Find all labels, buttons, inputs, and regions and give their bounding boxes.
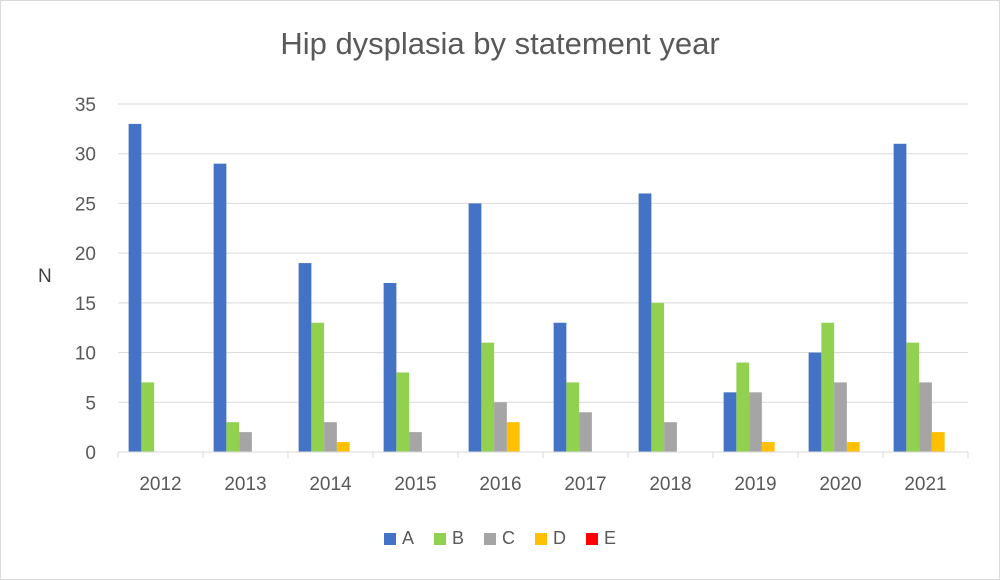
bar-B-2018 <box>651 302 665 452</box>
legend-label: C <box>502 528 515 548</box>
bar-C-2020 <box>834 382 847 452</box>
bar-A-2021 <box>893 143 907 452</box>
y-tick-label: 30 <box>75 145 96 166</box>
legend-item-C: C <box>484 528 515 549</box>
bar-A-2016 <box>468 203 482 452</box>
legend-item-A: A <box>383 528 414 549</box>
legend-swatch <box>586 532 598 545</box>
legend-item-D: D <box>535 528 566 549</box>
bar-D-2016 <box>506 422 520 452</box>
x-tick-label: 2014 <box>309 474 352 495</box>
bar-A-2015 <box>383 282 397 452</box>
bar-A-2018 <box>638 193 652 452</box>
legend-label: A <box>401 528 414 548</box>
bar-C-2017 <box>579 412 592 452</box>
bar-D-2020 <box>846 442 860 452</box>
bar-C-2015 <box>409 432 422 452</box>
bar-A-2019 <box>723 392 737 452</box>
bar-D-2014 <box>336 442 350 452</box>
bar-B-2013 <box>226 422 240 452</box>
bar-B-2017 <box>566 382 580 452</box>
bar-C-2019 <box>749 392 762 452</box>
bar-B-2015 <box>396 372 410 452</box>
bar-B-2012 <box>141 382 155 452</box>
x-tick-label: 2015 <box>394 474 436 495</box>
bar-D-2021 <box>931 432 945 452</box>
bar-A-2012 <box>128 123 142 452</box>
x-tick-label: 2021 <box>904 474 946 495</box>
y-tick-label: 0 <box>85 443 96 464</box>
bar-D-2019 <box>761 442 775 452</box>
legend-item-E: E <box>586 528 616 549</box>
bar-C-2013 <box>239 432 252 452</box>
legend-swatch <box>535 532 547 545</box>
legend-swatch <box>383 532 396 545</box>
bars <box>128 123 945 452</box>
x-tick-label: 2016 <box>479 474 521 495</box>
bar-B-2021 <box>906 342 920 452</box>
bar-C-2016 <box>494 402 507 452</box>
y-tick-label: 10 <box>75 344 96 365</box>
gridlines <box>118 103 968 403</box>
bar-B-2020 <box>821 322 835 452</box>
legend: A B C D E <box>0 528 1000 549</box>
y-tick-label: 20 <box>75 244 96 265</box>
y-tick-label: 25 <box>75 194 96 215</box>
legend-swatch <box>484 532 496 545</box>
x-tick-label: 2013 <box>224 474 266 495</box>
bar-A-2013 <box>213 163 227 452</box>
x-tick-label: 2018 <box>649 474 691 495</box>
x-tick-label: 2020 <box>819 474 861 495</box>
x-tick-label: 2012 <box>139 474 181 495</box>
x-tick-labels: 2012 2013 2014 2015 2016 2017 2018 2019 2020 2021 <box>139 474 946 495</box>
y-tick-labels: 0 5 10 15 20 25 30 35 <box>75 95 96 464</box>
x-tick-label: 2019 <box>734 474 776 495</box>
legend-item-B: B <box>433 528 464 549</box>
bar-B-2014 <box>311 322 325 452</box>
y-axis-label: N <box>38 266 52 287</box>
legend-label: D <box>553 528 566 548</box>
bar-C-2018 <box>664 422 677 452</box>
legend-label: E <box>604 528 617 548</box>
bar-A-2020 <box>808 352 822 452</box>
x-tick-label: 2017 <box>564 474 606 495</box>
chart-title: Hip dysplasia by statement year <box>280 26 720 61</box>
bar-B-2016 <box>481 342 495 452</box>
bar-A-2014 <box>298 263 312 452</box>
y-tick-label: 5 <box>85 393 96 414</box>
y-tick-label: 15 <box>75 294 96 315</box>
bar-C-2021 <box>919 382 932 452</box>
bar-A-2017 <box>553 322 567 452</box>
bar-C-2014 <box>324 422 337 452</box>
legend-swatch <box>433 532 446 545</box>
y-tick-label: 35 <box>75 95 96 116</box>
bar-B-2019 <box>736 362 750 452</box>
legend-label: B <box>451 528 464 548</box>
x-axis <box>117 451 969 458</box>
